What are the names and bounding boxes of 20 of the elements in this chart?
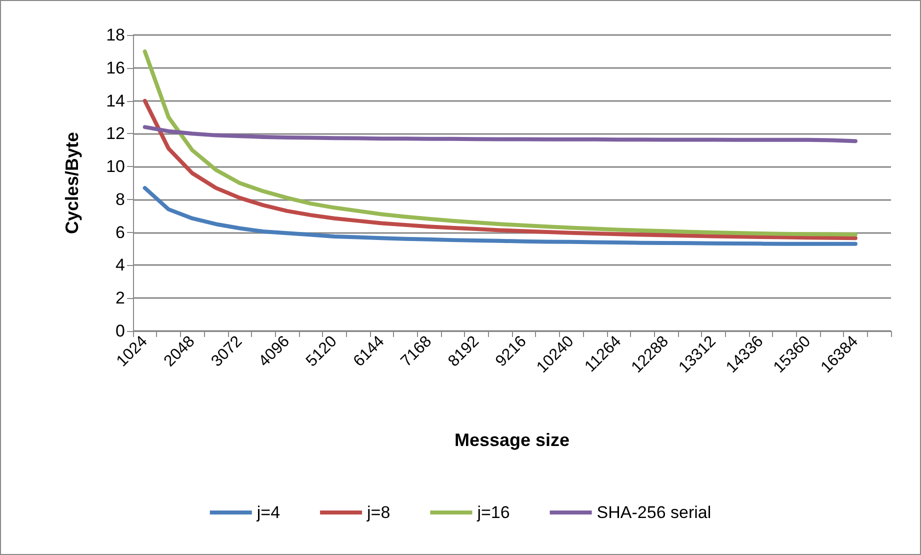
- y-tick-label: 10: [106, 157, 125, 176]
- y-tick-label: 4: [116, 256, 125, 275]
- legend-label: j=8: [366, 503, 390, 522]
- y-tick-label: 12: [106, 124, 125, 144]
- legend-label: j=4: [256, 503, 280, 522]
- y-tick-label: 18: [106, 26, 125, 44]
- y-tick-label: 14: [106, 91, 125, 110]
- x-axis-title: Message size: [454, 430, 570, 450]
- y-tick-label: 8: [116, 190, 125, 209]
- legend-label: SHA-256 serial: [596, 503, 712, 522]
- y-tick-label: 16: [106, 58, 125, 78]
- line-series: [142, 98, 858, 240]
- line-series: [142, 125, 858, 144]
- y-axis-title: Cycles/Byte: [62, 132, 82, 234]
- line-series: [142, 186, 858, 246]
- y-tick-label: 2: [116, 288, 125, 308]
- line-series: [142, 49, 858, 236]
- legend-label: j=16: [476, 503, 510, 522]
- y-tick-label: 0: [116, 322, 125, 340]
- y-tick-label: 6: [116, 222, 125, 242]
